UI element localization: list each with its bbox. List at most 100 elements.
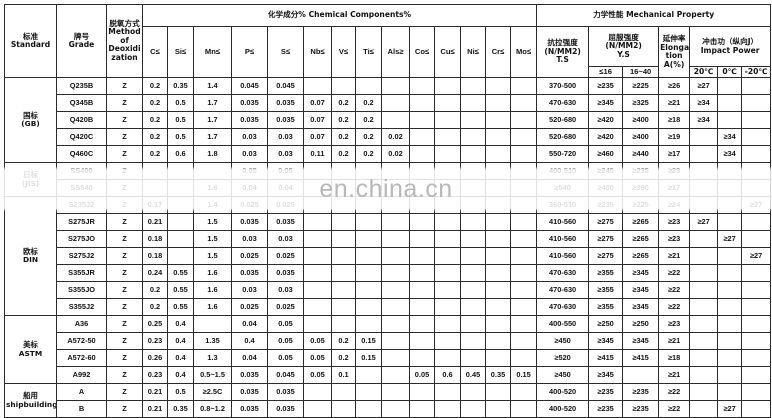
chem-cell	[509, 230, 538, 248]
chem-cell	[331, 247, 356, 265]
chem-cell: 1.6	[193, 264, 232, 282]
chem-cell	[409, 213, 435, 231]
elongation-cell: ≥21	[658, 247, 691, 265]
impact-minus20c-cell	[741, 400, 772, 418]
chem-cell: 0.5	[167, 128, 194, 146]
chem-cell	[409, 383, 435, 401]
chem-cell: 0.2	[331, 349, 356, 367]
chem-cell: 1.6	[193, 298, 232, 316]
impact-minus20c-cell	[741, 383, 772, 401]
table-row: S355JR Z 0.24 0.55 1.6 0.035 0.035 470-630 ≥355 ≥…	[5, 264, 772, 282]
chem-cell: 0.11	[303, 145, 332, 163]
chem-cell	[409, 400, 435, 418]
table-row: SS540 Z 1.6 0.04 0.04 ≥540 ≥400 ≥390 ≥17	[5, 179, 772, 197]
chem-cell	[381, 213, 410, 231]
tensile-strength-cell: ≥450	[536, 366, 590, 384]
chem-cell	[460, 332, 486, 350]
chem-cell	[485, 298, 511, 316]
impact-20c-cell	[689, 400, 719, 418]
table-row: S275J2 Z 0.18 1.5 0.025 0.025 410-560 ≥275 ≥265 ≥…	[5, 247, 772, 265]
tensile-strength-cell: 360-510	[536, 196, 590, 214]
chem-cell	[142, 162, 168, 180]
deoxidization-cell: Z	[106, 196, 143, 214]
chem-cell	[303, 230, 332, 248]
yield-16-40-cell: ≥325	[622, 94, 660, 112]
chem-cell	[485, 247, 511, 265]
tensile-strength-cell: 470-630	[536, 298, 590, 316]
grade-cell: A572-50	[56, 332, 107, 350]
chem-cell: 0.45	[460, 366, 486, 384]
chem-cell	[485, 281, 511, 299]
chem-cell	[485, 264, 511, 282]
header-chem-ni: Ni≤	[460, 26, 486, 78]
chem-cell	[460, 94, 486, 112]
table-row: A572-60 Z 0.26 0.4 1.3 0.04 0.05 0.05 0.2 0.15 ≥52…	[5, 349, 772, 367]
chem-cell	[485, 400, 511, 418]
chem-cell	[381, 281, 410, 299]
chem-cell	[409, 94, 435, 112]
yield-16-40-cell: ≥390	[622, 179, 660, 197]
impact-minus20c-cell: ≥27	[741, 196, 772, 214]
chem-cell: 0.045	[267, 366, 304, 384]
chem-cell: 0.035	[231, 111, 268, 129]
header-elong-cn: 延伸率	[662, 34, 686, 43]
chem-cell: 0.26	[142, 349, 168, 367]
chem-cell: 0.025	[267, 196, 304, 214]
impact-20c-cell	[689, 281, 719, 299]
chem-cell: 0.035	[231, 94, 268, 112]
chem-cell	[331, 213, 356, 231]
chem-cell	[381, 162, 410, 180]
header-chem-c: C≤	[142, 26, 168, 78]
table-row: Q460C Z 0.2 0.6 1.8 0.03 0.03 0.11 0.2 0.2 0.02 550…	[5, 145, 772, 163]
header-impact-en: Impact Power	[700, 45, 760, 55]
chem-cell	[434, 128, 461, 146]
deoxidization-cell: Z	[106, 77, 143, 95]
chem-cell	[460, 162, 486, 180]
chem-cell	[460, 213, 486, 231]
chem-cell	[460, 400, 486, 418]
header-standard: 标准 Standard	[4, 4, 57, 78]
chem-cell: 0.03	[267, 145, 304, 163]
chem-cell: 0.25	[142, 315, 168, 333]
chem-cell	[485, 332, 511, 350]
standard-name-cn: 国标	[23, 110, 38, 120]
chem-cell: 0.1	[331, 366, 356, 384]
chem-cell: 0.035	[231, 366, 268, 384]
header-elong-en-1: Elonga	[660, 42, 690, 52]
standard-name-en: ASTM	[18, 348, 43, 358]
chem-cell: 0.55	[167, 281, 194, 299]
header-ys-unit: (N/MM2)	[605, 41, 642, 51]
yield-le16-cell: ≥355	[588, 298, 624, 316]
header-ys-en: Y.S	[617, 49, 630, 59]
header-elongation: 延伸率 Elonga tion A(%)	[658, 26, 691, 78]
chem-cell	[409, 264, 435, 282]
yield-16-40-cell: ≥250	[622, 315, 660, 333]
header-chem-cu: Cu≤	[434, 26, 461, 78]
yield-16-40-cell: ≥225	[622, 196, 660, 214]
impact-20c-cell	[689, 196, 719, 214]
chem-cell: 0.05	[409, 366, 435, 384]
chem-cell: 0.07	[303, 128, 332, 146]
chem-cell: 0.035	[267, 94, 304, 112]
chem-cell: 0.035	[231, 383, 268, 401]
elongation-cell: ≥22	[658, 298, 691, 316]
chem-cell: 0.035	[267, 213, 304, 231]
chem-cell	[460, 145, 486, 163]
chem-cell	[331, 298, 356, 316]
header-grade: 牌号 Grade	[56, 4, 107, 78]
chem-cell	[434, 111, 461, 129]
impact-20c-cell: ≥34	[689, 111, 719, 129]
impact-0c-cell: ≥34	[717, 145, 743, 163]
deoxidization-cell: Z	[106, 366, 143, 384]
impact-minus20c-cell	[741, 281, 772, 299]
chem-cell	[331, 179, 356, 197]
chem-cell	[355, 400, 382, 418]
elongation-cell: ≥18	[658, 349, 691, 367]
chem-cell	[460, 281, 486, 299]
chem-cell	[355, 315, 382, 333]
steel-specification-table: 标准 Standard 牌号 Grade 脱氧方式 Method of Deox…	[4, 4, 772, 418]
table-row: A992 Z 0.23 0.4 0.5~1.5 0.035 0.045 0.05 0.1 0.05…	[5, 366, 772, 384]
yield-le16-cell: ≥420	[588, 128, 624, 146]
chem-cell: 0.2	[142, 94, 168, 112]
chem-cell	[434, 281, 461, 299]
